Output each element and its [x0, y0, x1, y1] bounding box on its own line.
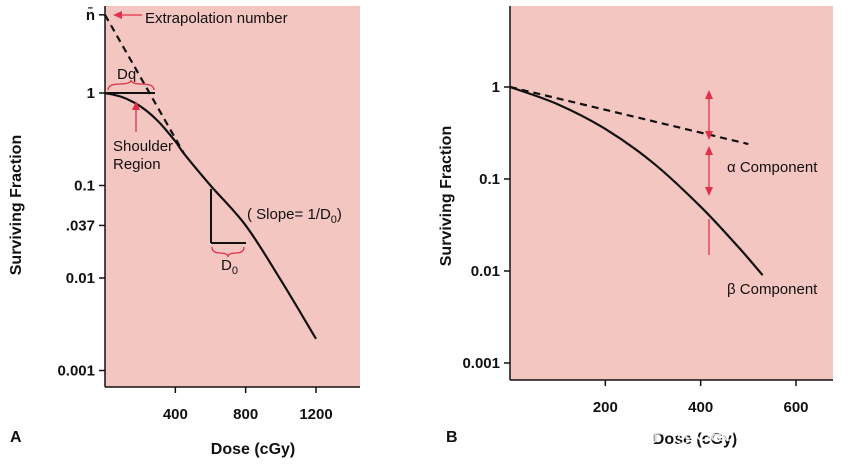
dq-brace	[107, 79, 155, 91]
dq-label: Dq	[117, 66, 136, 83]
panel-a-x-tick-label: 800	[233, 406, 258, 423]
extrapolation-arrowhead	[113, 11, 122, 19]
shoulder-arrowhead	[132, 101, 140, 110]
panel-a: 400 800 1200 n̄ 1 0.1 .037 0.01 0.001 Dq Extrapo…	[8, 6, 360, 458]
panel-a-ticks: 400 800 1200 n̄ 1 0.1 .037 0.01 0.001	[57, 6, 332, 423]
panel-a-survival-curve	[104, 91, 317, 340]
shoulder-label-line1: Shoulder	[113, 138, 173, 155]
panel-a-letter: A	[10, 429, 22, 446]
panel-b-y-title: Surviving Fraction	[438, 126, 455, 266]
panel-b-x-tick-label: 200	[593, 399, 618, 416]
beta-label: β Component	[727, 281, 818, 298]
panel-a-y-tick-label: n̄	[86, 6, 95, 24]
panel-b-x-tick-label: 600	[783, 399, 808, 416]
panel-b-x-title: Dose (cGy)	[653, 431, 737, 448]
alpha-arrowhead-down	[705, 131, 713, 140]
beta-arrowhead-down	[705, 187, 713, 196]
panel-a-y-title: Surviving Fraction	[8, 135, 25, 275]
panel-a-y-tick-label: 0.001	[57, 363, 95, 380]
panel-b-survival-curve	[509, 85, 764, 276]
panel-b: 200 400 600 1 0.1 0.01 0.001 α Component β Com…	[438, 6, 833, 448]
panel-a-y-tick-label: 0.1	[74, 178, 95, 195]
shoulder-label-line2: Region	[113, 156, 161, 173]
d0-label: D0	[221, 257, 238, 277]
panel-b-letter: B	[446, 429, 458, 446]
panel-b-plot-area	[510, 6, 833, 380]
panel-b-y-tick-label: 1	[492, 79, 500, 96]
panel-b-y-tick-label: 0.1	[479, 171, 500, 188]
panel-a-y-tick-label: .037	[66, 217, 95, 234]
alpha-label: α Component	[727, 159, 818, 176]
panel-a-plot-area	[105, 6, 360, 387]
panel-b-ticks: 200 400 600 1 0.1 0.01 0.001	[462, 79, 808, 416]
panel-a-y-tick-label: 0.01	[66, 270, 95, 287]
panel-a-x-tick-label: 400	[163, 406, 188, 423]
panel-b-x-tick-label: 400	[688, 399, 713, 416]
panel-a-x-title: Dose (cGy)	[211, 441, 295, 458]
beta-arrowhead-up	[705, 146, 713, 155]
panel-a-extrapolation-line	[104, 14, 186, 155]
panel-a-x-tick-label: 1200	[299, 406, 332, 423]
slope-label: ( Slope= 1/D0)	[247, 206, 342, 226]
panel-b-y-tick-label: 0.01	[471, 263, 500, 280]
panel-a-y-tick-label: 1	[87, 85, 95, 102]
extrapolation-label: Extrapolation number	[145, 10, 288, 27]
alpha-arrowhead-up	[705, 90, 713, 99]
watermark: 知乎 @Cadolinite	[622, 421, 792, 446]
d0-brace	[211, 246, 245, 258]
panel-b-y-tick-label: 0.001	[462, 355, 500, 372]
